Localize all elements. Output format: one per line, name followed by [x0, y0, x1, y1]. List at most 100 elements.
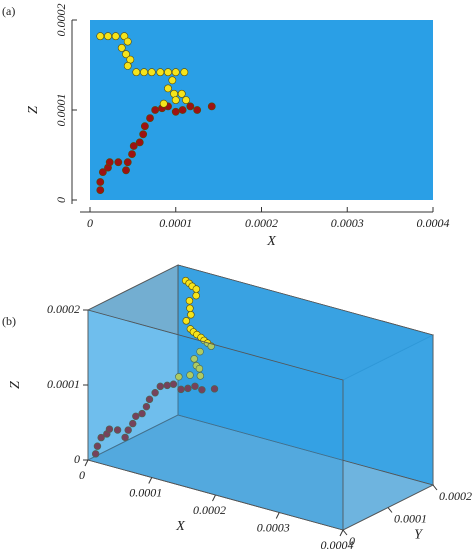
point	[142, 402, 151, 411]
point	[190, 355, 198, 363]
x-tick-label: 0.0002	[245, 216, 278, 230]
x-tick-label: 0.0002	[193, 503, 226, 517]
y-axis-label: Y	[414, 528, 424, 543]
point	[186, 102, 195, 111]
point	[138, 409, 146, 418]
point	[139, 130, 148, 139]
x-tick-label: 0.0003	[257, 520, 290, 534]
x-tick	[212, 494, 216, 502]
y-tick-label: 0	[349, 534, 355, 548]
point	[129, 142, 138, 150]
point	[121, 433, 129, 442]
x-tick	[84, 459, 89, 467]
point	[180, 68, 189, 77]
point	[182, 317, 190, 325]
point	[122, 50, 130, 59]
point	[182, 96, 190, 104]
point	[184, 384, 192, 393]
x-tick-label: 0.0004	[321, 538, 354, 552]
point	[193, 106, 202, 114]
point	[104, 32, 112, 41]
z-tick-label: 0	[74, 452, 80, 466]
x-axis-label: X	[266, 234, 276, 249]
point	[178, 106, 187, 114]
x-tick	[339, 529, 344, 537]
x-tick-label: 0.0001	[129, 485, 162, 499]
y-tick-label: 0	[54, 197, 68, 203]
box-front	[87, 309, 344, 531]
point	[207, 102, 216, 111]
x-tick-label: 0.0004	[417, 216, 450, 230]
point	[168, 76, 177, 85]
point	[145, 395, 154, 404]
point	[210, 385, 219, 393]
point	[91, 450, 100, 458]
point	[98, 168, 107, 176]
point	[132, 412, 140, 420]
panel-label: (a)	[2, 4, 15, 18]
point	[195, 364, 204, 373]
z-tick-label: 0.0002	[47, 302, 80, 316]
point	[128, 150, 136, 158]
x-tick-label: 0.0001	[159, 216, 192, 230]
point	[105, 425, 114, 433]
x-tick-label: 0	[79, 468, 85, 482]
point	[113, 426, 122, 434]
y-tick-label: 0.0001	[54, 94, 68, 127]
y-tick-label: 0.0002	[439, 489, 472, 503]
point	[124, 426, 132, 434]
point	[164, 68, 172, 77]
point	[123, 158, 132, 167]
point	[135, 138, 144, 147]
point	[122, 166, 130, 175]
point	[96, 178, 105, 186]
y-tick-label: 0.0002	[54, 4, 68, 37]
y-tick	[342, 529, 348, 536]
point	[151, 389, 159, 397]
point	[105, 158, 114, 167]
point	[114, 158, 123, 167]
point	[177, 89, 186, 98]
x-tick	[275, 512, 280, 519]
x-tick	[148, 477, 153, 484]
y-tick	[432, 484, 438, 491]
point	[93, 442, 102, 450]
point	[97, 433, 105, 442]
point	[140, 122, 149, 131]
point	[159, 99, 168, 108]
point	[186, 371, 194, 379]
y-axis-label: Z	[26, 106, 41, 114]
point	[123, 62, 132, 70]
point	[171, 68, 180, 77]
point	[156, 68, 165, 77]
point	[196, 372, 205, 380]
point	[96, 186, 105, 194]
point	[140, 68, 148, 77]
point	[117, 44, 126, 52]
plot-background	[90, 20, 433, 200]
x-axis-label: X	[175, 519, 185, 534]
point	[171, 96, 180, 104]
y-tick	[387, 507, 393, 513]
point	[175, 373, 183, 381]
point	[198, 386, 206, 394]
z-axis-label: Z	[8, 381, 23, 389]
point	[185, 297, 194, 305]
x-tick-label: 0.0003	[331, 216, 364, 230]
panel-label: (b)	[2, 314, 16, 328]
point	[151, 106, 160, 114]
point	[146, 114, 154, 122]
point	[123, 37, 132, 46]
point	[196, 347, 204, 356]
point	[147, 68, 156, 77]
point	[164, 84, 172, 93]
point	[192, 285, 201, 293]
point	[111, 32, 120, 41]
z-tick-label: 0.0001	[47, 377, 80, 391]
point	[187, 311, 195, 319]
point	[132, 68, 141, 77]
point	[191, 382, 199, 390]
point	[169, 380, 178, 388]
x-tick-label: 0	[87, 216, 93, 230]
